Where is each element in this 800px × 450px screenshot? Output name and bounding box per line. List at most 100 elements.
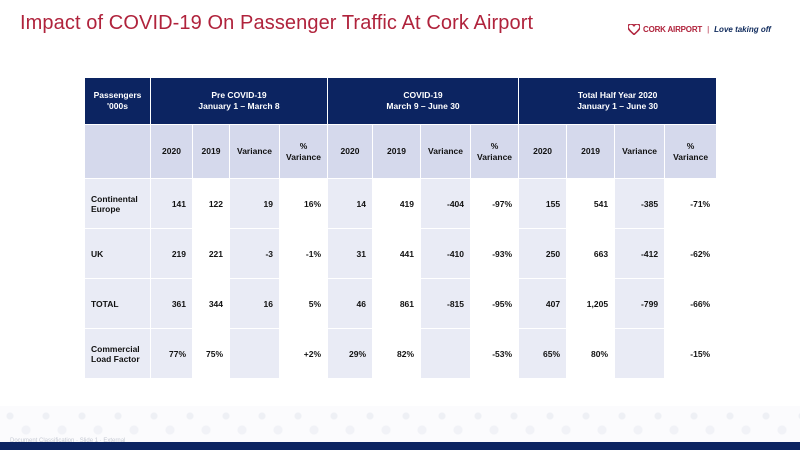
table-cell: 16% xyxy=(278,178,329,229)
table-cell: 344 xyxy=(192,278,230,329)
table-cell: -1% xyxy=(278,228,329,279)
row-label-line: Continental xyxy=(91,193,138,204)
column-header-line1: Variance xyxy=(237,146,272,157)
table-cell: 80% xyxy=(566,328,616,379)
period-header-half-year: Total Half Year 2020 January 1 – June 30 xyxy=(518,77,718,125)
row-label-line: Commercial xyxy=(91,343,140,354)
table-row: Commercial Load Factor 77% 75% +2% 29% 82% -53%… xyxy=(84,328,718,379)
logo-tagline: Love taking off xyxy=(714,25,771,34)
table-cell: 221 xyxy=(192,228,230,279)
column-header-row: 2020 2019 Variance% Variance 2020 2019 Varianc… xyxy=(84,124,718,179)
table-cell xyxy=(614,328,666,379)
passenger-traffic-table: Passengers '000s Pre COVID-19 January 1 … xyxy=(84,77,718,379)
row-label: TOTAL xyxy=(84,278,151,329)
column-header-line1: 2020 xyxy=(162,146,181,157)
table-cell: 46 xyxy=(327,278,374,329)
table-cell: 1,205 xyxy=(566,278,616,329)
column-header-line2: Variance xyxy=(286,151,321,162)
table-cell: -93% xyxy=(470,228,520,279)
table-cell: -53% xyxy=(470,328,520,379)
column-header-line1: % xyxy=(490,140,499,151)
column-header: 2019 xyxy=(192,124,230,179)
column-header: Variance xyxy=(420,124,472,179)
column-header-empty xyxy=(84,124,151,179)
table-cell: 5% xyxy=(278,278,329,329)
logo-separator: | xyxy=(707,25,710,34)
table-cell xyxy=(229,328,280,379)
table-cell: -815 xyxy=(420,278,472,329)
period-name: COVID-19 xyxy=(403,89,443,100)
table-row: Continental Europe 141 122 19 16% 14 419 -404 -97… xyxy=(84,178,718,229)
period-name: Total Half Year 2020 xyxy=(577,89,658,100)
corner-header-line1: Passengers xyxy=(93,89,142,100)
column-header: % Variance xyxy=(470,124,520,179)
column-header-line1: 2020 xyxy=(340,146,360,157)
table-cell: 141 xyxy=(150,178,193,229)
table-cell: 407 xyxy=(518,278,568,329)
row-label-line: Load Factor xyxy=(91,353,140,364)
decorative-pattern xyxy=(0,406,800,442)
table-cell: 361 xyxy=(150,278,193,329)
table-cell: -97% xyxy=(470,178,520,229)
period-header-row: Passengers '000s Pre COVID-19 January 1 … xyxy=(84,77,718,125)
table-row: TOTAL 361 344 16 5% 46 861 -815 -95% 407 1,205 -799… xyxy=(84,278,718,329)
table-cell xyxy=(420,328,472,379)
table-cell: 861 xyxy=(372,278,422,329)
table-cell: -799 xyxy=(614,278,666,329)
footer-note: Document Classification · Slide 1 · Exte… xyxy=(10,438,126,444)
row-label: UK xyxy=(84,228,151,279)
period-dates: January 1 – March 8 xyxy=(198,101,280,111)
table-cell: 663 xyxy=(566,228,616,279)
column-header-line1: % xyxy=(299,140,308,151)
column-header: 2019 xyxy=(372,124,422,179)
table-cell: -66% xyxy=(664,278,718,329)
period-name: Pre COVID-19 xyxy=(211,89,267,100)
table-cell: -62% xyxy=(664,228,718,279)
column-header-line1: 2019 xyxy=(201,146,221,157)
corner-header-line2: '000s xyxy=(107,101,128,111)
column-header-line1: Variance xyxy=(622,146,658,157)
row-label-line: UK xyxy=(91,248,104,259)
table-cell: 14 xyxy=(327,178,374,229)
table-cell: 250 xyxy=(518,228,568,279)
footer-bar xyxy=(0,442,800,450)
table-cell: -385 xyxy=(614,178,666,229)
column-header-line1: 2020 xyxy=(533,146,553,157)
table-row: UK 219 221 -3 -1% 31 441 -410 -93% 250 663 -412 -62% xyxy=(84,228,718,279)
table-cell: 219 xyxy=(150,228,193,279)
table-cell: 19 xyxy=(229,178,280,229)
column-header: % Variance xyxy=(278,124,329,179)
table-cell: 441 xyxy=(372,228,422,279)
heart-icon xyxy=(628,24,640,35)
table-cell: -412 xyxy=(614,228,666,279)
table-cell: 122 xyxy=(192,178,230,229)
row-label-line: Europe xyxy=(91,203,121,214)
logo-brand: CORK AIRPORT xyxy=(643,25,703,34)
row-label-line: TOTAL xyxy=(91,298,119,309)
table-cell: 31 xyxy=(327,228,374,279)
table-cell: 77% xyxy=(150,328,193,379)
table-cell: 75% xyxy=(192,328,230,379)
period-dates: January 1 – June 30 xyxy=(577,101,658,111)
corner-header: Passengers '000s xyxy=(84,77,151,125)
row-label: Commercial Load Factor xyxy=(84,328,151,379)
period-header-covid: COVID-19 March 9 – June 30 xyxy=(327,77,520,125)
column-header: 2019 xyxy=(566,124,616,179)
column-header: 2020 xyxy=(327,124,374,179)
table-cell: 541 xyxy=(566,178,616,229)
period-dates: March 9 – June 30 xyxy=(386,101,460,111)
table-cell: 65% xyxy=(518,328,568,379)
column-header-line1: 2019 xyxy=(581,146,601,157)
table-cell: -71% xyxy=(664,178,718,229)
table-cell: -95% xyxy=(470,278,520,329)
table-cell: 155 xyxy=(518,178,568,229)
column-header: 2020 xyxy=(518,124,568,179)
column-header-line2: Variance xyxy=(673,151,709,162)
table-cell: 82% xyxy=(372,328,422,379)
table-cell: -3 xyxy=(229,228,280,279)
column-header-line1: Variance xyxy=(428,146,463,157)
period-header-pre-covid: Pre COVID-19 January 1 – March 8 xyxy=(149,77,329,125)
column-header-line2: Variance xyxy=(477,151,513,162)
column-header: 2020 xyxy=(150,124,193,179)
table-cell: -15% xyxy=(664,328,718,379)
